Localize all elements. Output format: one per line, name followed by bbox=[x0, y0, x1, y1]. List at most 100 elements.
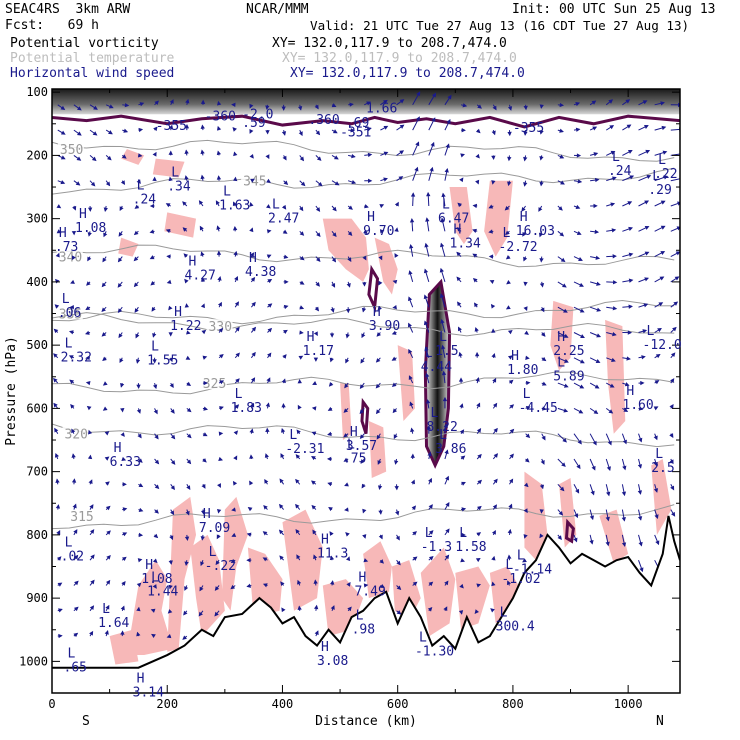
wind-vector-head bbox=[92, 131, 98, 136]
wind-vector-head bbox=[152, 359, 157, 364]
wind-vector-head bbox=[311, 456, 316, 461]
wind-vector-head bbox=[168, 176, 173, 182]
north-end-label: N bbox=[656, 714, 664, 729]
pv-region bbox=[121, 149, 145, 165]
wind-vector-head bbox=[590, 490, 595, 496]
wind-extremum-value: 2.5 bbox=[651, 461, 674, 476]
wind-vector-head bbox=[154, 100, 159, 106]
wind-vector-head bbox=[575, 488, 580, 494]
wind-vector-head bbox=[121, 581, 126, 586]
wind-vector-head bbox=[460, 455, 466, 460]
wind-vector-head bbox=[182, 201, 187, 206]
wind-vector-head bbox=[232, 127, 237, 132]
wind-vector-head bbox=[299, 330, 304, 335]
wind-vector-head bbox=[525, 433, 531, 439]
wind-vector-head bbox=[522, 558, 527, 563]
wind-vector-head bbox=[474, 302, 479, 308]
wind-vector-head bbox=[200, 149, 205, 155]
wind-vector-head bbox=[360, 358, 365, 364]
wind-vector-head bbox=[411, 505, 417, 511]
wind-vector-head bbox=[185, 355, 191, 360]
wind-vector-head bbox=[558, 206, 563, 211]
wind-vector-head bbox=[563, 333, 569, 338]
wind-vector-head bbox=[54, 452, 60, 458]
wind-extremum-H: H bbox=[454, 223, 462, 238]
wind-vector-head bbox=[234, 301, 239, 307]
wind-extremum-L: L bbox=[442, 197, 450, 212]
wind-vector-head bbox=[281, 106, 286, 111]
wind-vector-head bbox=[267, 352, 272, 358]
wind-extremum-L: L bbox=[65, 336, 73, 351]
wind-vector-head bbox=[539, 484, 545, 490]
wind-vector-head bbox=[359, 409, 364, 415]
wind-vector-head bbox=[621, 517, 626, 522]
wind-vector-head bbox=[610, 150, 616, 155]
wind-extremum-H: H bbox=[174, 305, 182, 320]
wind-vector-head bbox=[474, 609, 479, 614]
wind-vector-head bbox=[75, 181, 81, 186]
wind-vector bbox=[670, 178, 680, 182]
wind-vector-head bbox=[408, 348, 413, 354]
wind-vector-head bbox=[638, 406, 644, 411]
wind-vector-head bbox=[579, 282, 584, 287]
pv-region bbox=[190, 534, 225, 637]
wind-extremum-L: L bbox=[459, 526, 467, 541]
wind-extremum-H: H bbox=[307, 330, 315, 345]
wind-vector-head bbox=[507, 106, 513, 111]
wind-vector-head bbox=[539, 129, 544, 135]
valid-time-label: Valid: 21 UTC Tue 27 Aug 13 (16 CDT Tue … bbox=[310, 18, 690, 33]
y-tick-label: 300 bbox=[26, 212, 48, 226]
wind-vector-head bbox=[183, 253, 189, 258]
wind-vector-head bbox=[540, 307, 545, 313]
wind-vector-head bbox=[295, 528, 300, 534]
theta-label-315: 315 bbox=[70, 510, 93, 525]
wind-extremum-value: 1.58 bbox=[455, 540, 486, 555]
wind-vector-head bbox=[679, 151, 680, 154]
wind-extremum-value: .24 bbox=[133, 192, 157, 207]
pv-region bbox=[550, 300, 574, 371]
wind-vector-head bbox=[644, 251, 650, 256]
wind-vector-head bbox=[71, 230, 77, 236]
wind-vector-head bbox=[119, 358, 124, 363]
wind-extremum-value: -1.14 bbox=[513, 562, 552, 577]
wind-vector-head bbox=[329, 357, 334, 363]
theta-label-bg bbox=[68, 508, 95, 522]
wind-vector-head bbox=[445, 528, 450, 534]
wind-vector-head bbox=[297, 579, 302, 585]
wind-vector-head bbox=[349, 102, 354, 107]
wind-vector-head bbox=[523, 508, 528, 514]
theta-contour-350 bbox=[52, 139, 675, 162]
wind-extremum-value: .65 bbox=[64, 660, 87, 675]
wind-extremum-H: H bbox=[189, 254, 197, 269]
wind-extremum-value: 4.27 bbox=[185, 268, 216, 283]
axes: 100 200 300 400 500 600 700 800 900 1000 0 200 400 60… bbox=[4, 85, 681, 729]
wind-vector-head bbox=[399, 99, 405, 104]
wind-vector-head bbox=[90, 579, 95, 585]
wind-vector-head bbox=[446, 119, 451, 124]
wind-vector-head bbox=[456, 276, 461, 282]
wind-vector-head bbox=[214, 586, 220, 591]
wind-vector-head bbox=[101, 282, 107, 288]
wind-vector-head bbox=[250, 402, 255, 408]
wind-vector-head bbox=[562, 438, 567, 443]
wind-extremum-value: 7.49 bbox=[354, 584, 385, 599]
wind-extremum-L: L bbox=[505, 558, 513, 573]
wind-vector-head bbox=[493, 453, 499, 458]
wind-vector-head bbox=[440, 217, 445, 223]
wind-vector-head bbox=[492, 504, 497, 509]
wind-vector-head bbox=[563, 408, 569, 413]
wind-vector-head bbox=[149, 229, 155, 234]
wind-vector-head bbox=[278, 529, 284, 535]
plot-frame bbox=[51, 88, 681, 694]
wind-vector-head bbox=[576, 153, 582, 158]
wind-vector-head bbox=[264, 478, 269, 484]
wind-vector-head bbox=[375, 409, 381, 415]
wind-vector-head bbox=[525, 380, 531, 386]
wind-vector-head bbox=[428, 477, 432, 483]
wind-vector-head bbox=[282, 229, 288, 234]
wind-vector-head bbox=[138, 127, 144, 133]
wind-vector-head bbox=[108, 104, 114, 109]
top-contour-label: -355 bbox=[156, 119, 187, 134]
x-tick-label: 400 bbox=[272, 697, 294, 711]
